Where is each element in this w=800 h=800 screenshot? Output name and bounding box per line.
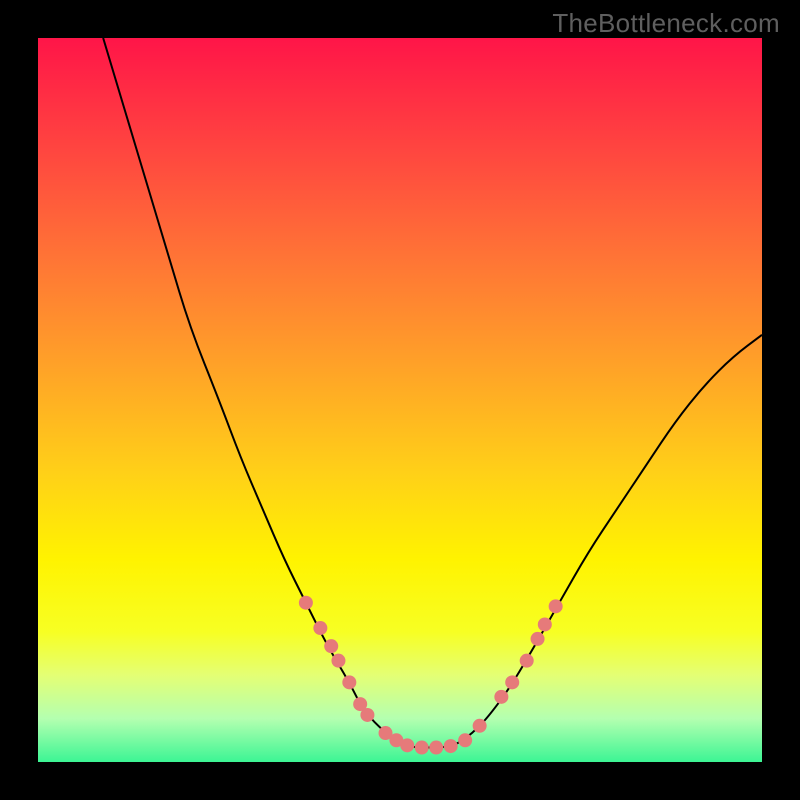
bottleneck-chart <box>38 38 762 762</box>
data-marker <box>494 690 508 704</box>
data-marker <box>331 654 345 668</box>
watermark-text: TheBottleneck.com <box>552 8 780 39</box>
data-marker <box>458 733 472 747</box>
data-marker <box>531 632 545 646</box>
data-marker <box>538 617 552 631</box>
data-marker <box>505 675 519 689</box>
data-marker <box>444 739 458 753</box>
data-marker <box>313 621 327 635</box>
data-marker <box>520 654 534 668</box>
data-marker <box>299 596 313 610</box>
data-marker <box>342 675 356 689</box>
chart-background <box>38 38 762 762</box>
data-marker <box>473 719 487 733</box>
data-marker <box>415 741 429 755</box>
data-marker <box>324 639 338 653</box>
data-marker <box>400 738 414 752</box>
data-marker <box>429 741 443 755</box>
data-marker <box>549 599 563 613</box>
chart-svg <box>38 38 762 762</box>
data-marker <box>360 708 374 722</box>
